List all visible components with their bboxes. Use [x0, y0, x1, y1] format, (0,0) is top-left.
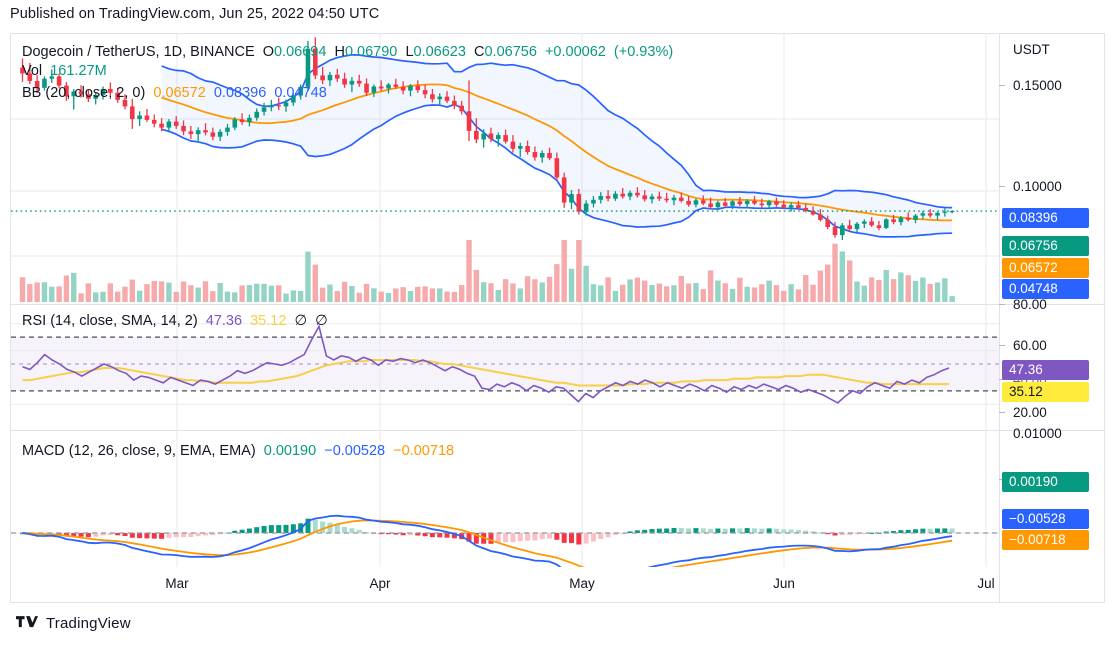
axis-badge-bb-basis[interactable]: 0.06572	[1002, 258, 1089, 278]
macd-signal-line	[22, 519, 953, 567]
legend-low-value: 0.06623	[413, 44, 466, 60]
rsi-axis-badge-sma[interactable]: 35.12	[1002, 382, 1089, 402]
legend-open-value: 0.06694	[273, 44, 327, 60]
price-pane[interactable]	[11, 34, 999, 304]
axis-tick-mark	[999, 186, 1005, 187]
axis-badge-bb-lower[interactable]: 0.04748	[1002, 279, 1089, 299]
rsi-chart-svg	[11, 305, 999, 430]
legend-open-label: O	[262, 44, 274, 60]
macd-pane[interactable]	[11, 431, 999, 567]
rsi-sma-value: 35.12	[250, 313, 287, 329]
macd-chart-svg	[11, 431, 999, 567]
axis-badge-last-price[interactable]: 0.06756	[1002, 236, 1089, 256]
rsi-axis-tick-mark	[999, 345, 1005, 346]
time-label-may: May	[569, 576, 595, 591]
rsi-grid	[176, 305, 987, 430]
axis-badge-bb-upper[interactable]: 0.08396	[1002, 208, 1089, 228]
footer-brand: TradingView	[46, 615, 131, 632]
legend-change-percent: (+0.93%)	[613, 44, 674, 60]
footer: TradingView	[16, 615, 131, 632]
bb-upper-value: 0.08396	[213, 85, 267, 101]
pane-separator-price-rsi	[11, 304, 1104, 305]
bollinger-fill	[161, 54, 953, 237]
rsi-axis-tick-mark	[999, 412, 1005, 413]
macd-line-value: −0.00528	[324, 443, 386, 459]
rsi-axis-tick-1: 60.00	[1013, 338, 1047, 353]
rsi-legend[interactable]: RSI (14, close, SMA, 14, 2) 47.36 35.12 …	[22, 313, 328, 329]
macd-axis-tick-0: 0.01000	[1013, 426, 1062, 441]
price-axis[interactable]: USDT 0.15000 0.10000 0.08396 0.06756 0.0…	[999, 34, 1104, 567]
rsi-axis-badge-value[interactable]: 47.36	[1002, 360, 1089, 380]
time-label-jun: Jun	[773, 576, 795, 591]
macd-signal-value: −0.00718	[393, 443, 455, 459]
published-timestamp: Published on TradingView.com, Jun 25, 20…	[10, 6, 380, 22]
rsi-sma-line	[22, 359, 950, 387]
rsi-axis-tick-0: 80.00	[1013, 297, 1047, 312]
legend-close-value: 0.06756	[484, 44, 537, 60]
price-axis-separator	[999, 33, 1000, 603]
macd-hist-value: 0.00190	[263, 443, 317, 459]
axis-tick-mark	[999, 85, 1005, 86]
rsi-legend-extra-2: ∅	[315, 313, 328, 329]
axis-tick-1: 0.10000	[1013, 179, 1062, 194]
time-label-jul: Jul	[977, 576, 995, 591]
rsi-pane[interactable]	[11, 305, 999, 430]
frame-right-border	[1104, 33, 1105, 603]
axis-tick-0: 0.15000	[1013, 78, 1062, 93]
macd-axis-badge-line[interactable]: −0.00528	[1002, 509, 1089, 529]
tradingview-logo-icon	[16, 616, 38, 631]
rsi-axis-tick-2: 20.00	[1013, 405, 1047, 420]
time-axis[interactable]: Mar Apr May Jun Jul	[11, 572, 1104, 600]
candlestick-series	[20, 37, 955, 241]
legend-high-value: 0.06790	[344, 44, 398, 60]
legend-symbol: Dogecoin / TetherUS, 1D, BINANCE	[22, 44, 255, 60]
time-label-apr: Apr	[369, 576, 391, 591]
axis-currency-unit: USDT	[1013, 42, 1050, 57]
legend-close-label: C	[474, 44, 485, 60]
volume-legend[interactable]: Vol 161.27M	[22, 63, 107, 79]
rsi-line	[22, 324, 950, 404]
frame-left-border	[10, 33, 11, 603]
macd-axis-badge-signal[interactable]: −0.00718	[1002, 530, 1089, 550]
rsi-legend-value: 47.36	[205, 313, 243, 329]
chart-frame	[10, 33, 1105, 603]
macd-axis-badge-hist[interactable]: 0.00190	[1002, 472, 1089, 492]
bollinger-legend[interactable]: BB (20, close, 2, 0) 0.06572 0.08396 0.0…	[22, 85, 327, 101]
rsi-level-lines	[11, 323, 999, 405]
rsi-legend-label: RSI (14, close, SMA, 14, 2)	[22, 313, 198, 329]
bb-lower-value: 0.04748	[274, 85, 327, 101]
legend-change: +0.00062	[544, 44, 606, 60]
rsi-band-fill	[11, 337, 999, 391]
bollinger-basis-line	[161, 83, 953, 222]
bb-legend-label: BB (20, close, 2, 0)	[22, 85, 146, 101]
time-label-mar: Mar	[165, 576, 189, 591]
main-legend[interactable]: Dogecoin / TetherUS, 1D, BINANCE O0.0669…	[22, 44, 673, 60]
macd-histogram	[20, 518, 955, 545]
macd-legend-label: MACD (12, 26, close, 9, EMA, EMA)	[22, 443, 256, 459]
volume-legend-value: 161.27M	[50, 63, 107, 79]
pane-separator-rsi-macd	[11, 430, 1104, 431]
volume-legend-label: Vol	[22, 63, 43, 79]
macd-line	[22, 514, 953, 567]
legend-high-label: H	[334, 44, 345, 60]
rsi-legend-extra-1: ∅	[294, 313, 308, 329]
bb-basis-value: 0.06572	[153, 85, 206, 101]
rsi-axis-tick-mark	[999, 304, 1005, 305]
volume-histogram	[19, 240, 955, 302]
macd-legend[interactable]: MACD (12, 26, close, 9, EMA, EMA) 0.0019…	[22, 443, 454, 459]
price-chart-svg	[11, 34, 999, 304]
legend-low-label: L	[405, 44, 414, 60]
